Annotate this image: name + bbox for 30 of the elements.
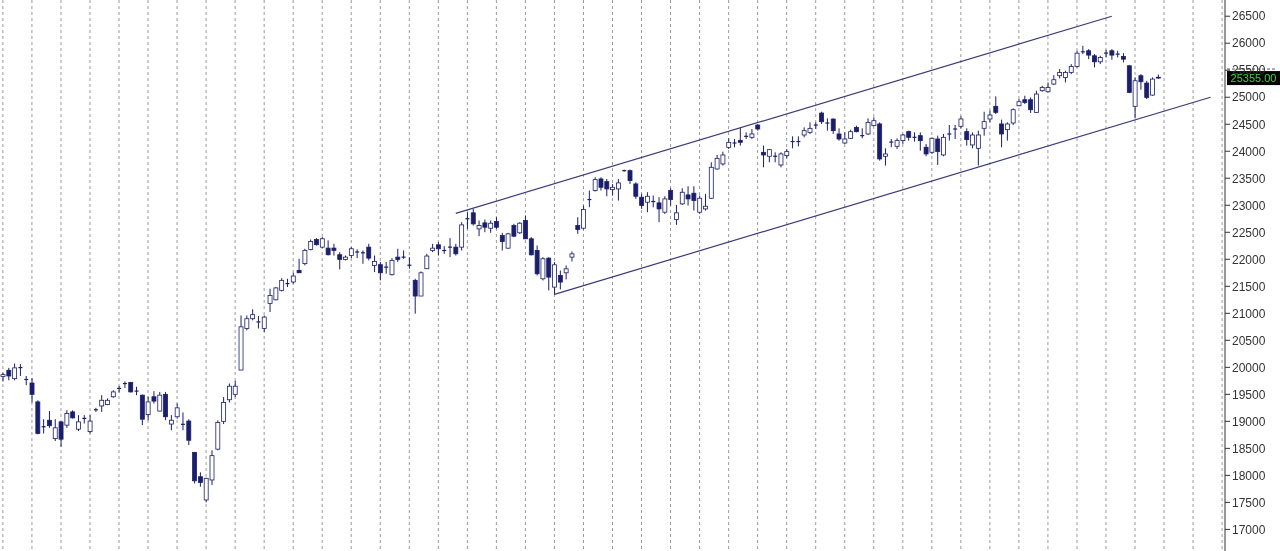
y-tick-label: 19500: [1232, 387, 1266, 402]
y-tick-label: 22000: [1232, 252, 1266, 267]
y-tick-label: 23000: [1232, 198, 1266, 213]
candlestick: [221, 396, 227, 425]
y-tick-label: 17000: [1232, 522, 1266, 537]
candlestick: [917, 131, 923, 152]
candlestick: [952, 124, 958, 140]
y-tick-label: 20000: [1232, 360, 1266, 375]
y-tick-label: 25000: [1232, 90, 1266, 105]
candlestick: [737, 126, 743, 147]
y-tick-label: 17500: [1232, 495, 1266, 510]
y-tick-label: 20500: [1232, 333, 1266, 348]
y-tick-label: 26500: [1232, 9, 1266, 24]
y-tick-label: 24000: [1232, 144, 1266, 159]
y-tick-label: 19000: [1232, 414, 1266, 429]
y-tick-label: 21500: [1232, 279, 1266, 294]
candlestick: [824, 117, 831, 132]
candlestick: [87, 414, 93, 435]
candlestick: [674, 204, 679, 226]
y-tick-label: 18500: [1232, 441, 1266, 456]
candlestick: [569, 250, 575, 262]
candlestick: [981, 111, 987, 137]
y-tick-label: 23500: [1232, 171, 1266, 186]
y-tick-label: 24500: [1232, 117, 1266, 132]
y-tick-label: 18000: [1232, 468, 1266, 483]
y-tick-label: 22500: [1232, 225, 1266, 240]
y-tick-label: 26000: [1232, 36, 1266, 51]
y-tick-label: 21000: [1232, 306, 1266, 321]
candlestick: [296, 258, 302, 274]
candlestick: [29, 377, 35, 403]
